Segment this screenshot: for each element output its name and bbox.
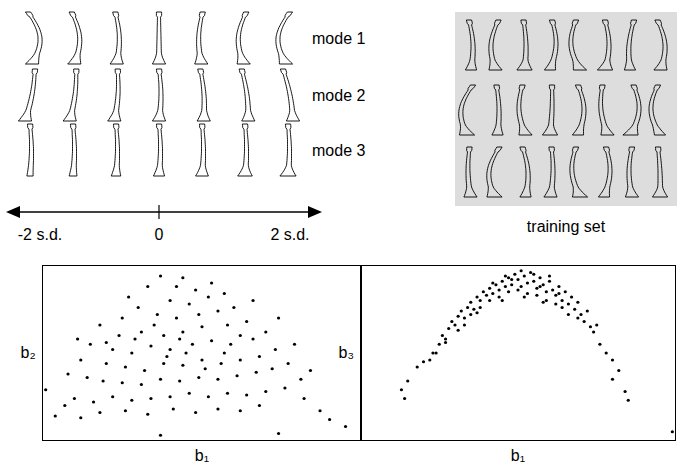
svg-text:b₃: b₃ <box>339 344 354 361</box>
svg-text:mode 2: mode 2 <box>312 87 365 104</box>
svg-text:mode 3: mode 3 <box>312 142 365 159</box>
svg-text:-2 s.d.: -2 s.d. <box>18 226 62 243</box>
svg-text:0: 0 <box>155 226 164 243</box>
svg-text:b₁: b₁ <box>511 447 525 464</box>
svg-text:training set: training set <box>527 218 606 235</box>
svg-text:b₂: b₂ <box>21 344 36 361</box>
svg-text:mode 1: mode 1 <box>312 30 365 47</box>
svg-text:b₁: b₁ <box>195 447 209 464</box>
svg-text:2 s.d.: 2 s.d. <box>270 226 309 243</box>
